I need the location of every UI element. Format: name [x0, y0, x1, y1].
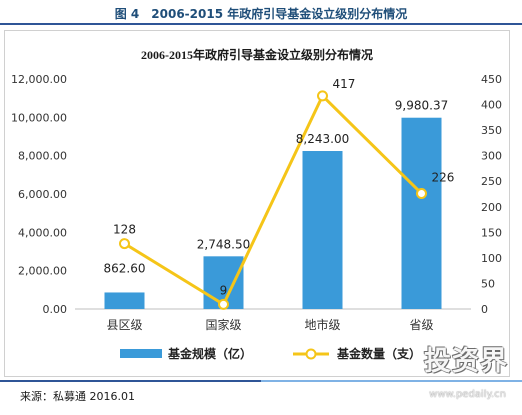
bar-data-label: 8,243.00 — [296, 132, 349, 146]
y-right-tick-label: 150 — [481, 226, 502, 239]
legend-swatch-bar — [120, 349, 162, 358]
watermark-logo-text: 投资界 — [424, 346, 508, 377]
y-right-tick-label: 200 — [481, 201, 502, 214]
y-right-tick-label: 300 — [481, 150, 502, 163]
bottom-divider — [0, 380, 522, 382]
line-point-地市级 — [317, 90, 328, 102]
y-left-tick-label: 4,000.00 — [18, 226, 67, 239]
watermark-url: www.pedaily.cn — [429, 389, 506, 400]
bar-data-label: 9,980.37 — [395, 99, 448, 113]
y-left-tick-label: 6,000.00 — [18, 188, 67, 201]
x-tick-label: 省级 — [409, 318, 433, 332]
figure-title: 图 4 2006-2015 年政府引导基金设立级别分布情况 — [114, 7, 408, 21]
y-right-tick-label: 350 — [481, 124, 502, 137]
y-right-tick-label: 50 — [481, 277, 495, 290]
y-right-tick-label: 0 — [481, 303, 488, 316]
line-data-label: 9 — [220, 283, 228, 297]
x-tick-label: 国家级 — [205, 317, 241, 332]
y-left-tick-label: 12,000.00 — [11, 73, 67, 86]
legend-swatch-marker — [305, 348, 317, 360]
line-series — [123, 94, 423, 306]
top-divider — [0, 23, 522, 25]
line-point-省级 — [416, 187, 427, 199]
line-point-国家级 — [218, 298, 229, 310]
x-tick-label: 地市级 — [304, 317, 340, 332]
y-left-tick-label: 10,000.00 — [11, 111, 67, 124]
source-note: 来源：私募通 2016.01 — [20, 390, 135, 403]
bar-县区级 — [104, 292, 145, 309]
line-data-label: 128 — [113, 223, 136, 237]
bar-data-label: 862.60 — [104, 261, 146, 275]
line-data-label: 417 — [333, 77, 356, 91]
chart-frame: 2006-2015年政府引导基金设立级别分布情况 0.00 2,000.00 4,0… — [4, 30, 510, 377]
y-right-tick-label: 450 — [481, 73, 502, 86]
y-right-tick-label: 400 — [481, 99, 502, 112]
combo-chart: 2006-2015年政府引导基金设立级别分布情况 0.00 2,000.00 4,0… — [11, 47, 502, 361]
watermark: 投资界 www.pedaily.cn — [400, 339, 508, 409]
bar-data-label: 2,748.50 — [197, 237, 250, 251]
legend-label-bar: 基金规模（亿） — [167, 346, 252, 361]
x-tick-label: 县区级 — [106, 318, 142, 332]
bar-地市级 — [302, 151, 343, 309]
y-right-tick-label: 250 — [481, 175, 502, 188]
legend-label-line: 基金数量（支） — [336, 346, 421, 361]
y-left-tick-label: 2,000.00 — [18, 265, 67, 278]
y-left-tick-label: 0.00 — [43, 303, 68, 316]
y-right-tick-label: 100 — [481, 252, 502, 265]
bar-省级 — [401, 117, 442, 310]
line-point-县区级 — [119, 238, 130, 250]
line-data-label: 226 — [432, 170, 455, 184]
chart-title: 2006-2015年政府引导基金设立级别分布情况 — [141, 47, 373, 62]
y-left-tick-label: 8,000.00 — [18, 150, 67, 163]
